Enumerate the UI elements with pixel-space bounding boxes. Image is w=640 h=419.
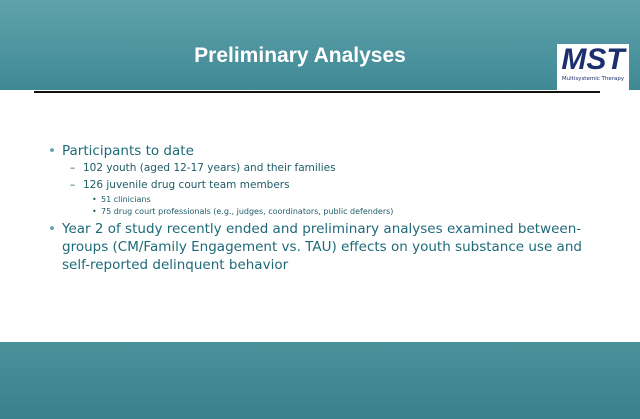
bullet-list: 51 clinicians 75 drug court professionals… <box>83 194 608 218</box>
bullet-list: Participants to date 102 youth (aged 12-1… <box>48 142 608 274</box>
slide-title: Preliminary Analyses <box>194 44 406 67</box>
bullet-item: Participants to date 102 youth (aged 12-1… <box>48 142 608 218</box>
bullet-item: Year 2 of study recently ended and preli… <box>48 220 608 274</box>
bullet-item: 126 juvenile drug court team members 51 c… <box>62 177 608 218</box>
bullet-text: Year 2 of study recently ended and preli… <box>62 221 582 273</box>
logo: MST Multisystemic Therapy <box>557 44 629 94</box>
footer-band <box>0 342 640 419</box>
header-band <box>0 0 640 90</box>
bullet-text: 126 juvenile drug court team members <box>83 179 290 191</box>
bullet-text: 75 drug court professionals (e.g., judge… <box>101 207 394 216</box>
bullet-list: 102 youth (aged 12-17 years) and their f… <box>62 160 608 218</box>
logo-text: MST <box>561 43 625 76</box>
bullet-text: 102 youth (aged 12-17 years) and their f… <box>83 162 336 174</box>
title-rule <box>34 91 600 93</box>
content: Participants to date 102 youth (aged 12-1… <box>48 142 608 276</box>
bullet-item: 75 drug court professionals (e.g., judge… <box>83 206 608 218</box>
bullet-text: Participants to date <box>62 143 194 159</box>
bullet-item: 102 youth (aged 12-17 years) and their f… <box>62 160 608 177</box>
bullet-item: 51 clinicians <box>83 194 608 206</box>
logo-subtitle: Multisystemic Therapy <box>561 76 625 82</box>
bullet-text: 51 clinicians <box>101 195 151 204</box>
